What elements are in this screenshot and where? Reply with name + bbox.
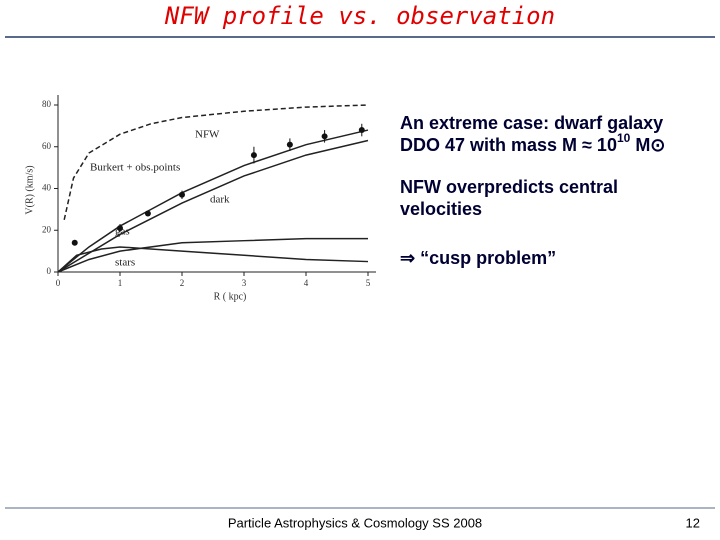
curve xyxy=(57,129,369,273)
observation-point xyxy=(179,191,185,198)
bullet-text: DDO 47 with mass M ≈ 10 xyxy=(400,135,617,155)
curve xyxy=(57,246,369,273)
observation-point xyxy=(321,133,328,140)
bullet-text: An extreme case: dwarf galaxy xyxy=(400,113,663,133)
curve-label: dark xyxy=(210,194,230,206)
y-tick-label: 20 xyxy=(42,224,52,234)
y-tick-label: 0 xyxy=(47,266,52,276)
y-axis-label: V(R) (km/s) xyxy=(24,165,35,214)
bullet: An extreme case: dwarf galaxy DDO 47 with… xyxy=(400,113,665,155)
bullet: ⇒ “cusp problem” xyxy=(400,248,556,268)
observation-point xyxy=(250,152,257,159)
observation-point xyxy=(71,239,78,246)
y-tick-label: 40 xyxy=(42,183,52,193)
bullet-text: NFW overpredicts central xyxy=(400,177,618,197)
x-axis-label: R ( kpc) xyxy=(214,291,247,302)
x-tick-label: 5 xyxy=(366,278,371,288)
bullet-text: M⊙ xyxy=(630,135,665,155)
curve-label: NFW xyxy=(195,129,220,141)
x-tick-label: 3 xyxy=(242,278,247,288)
observation-point xyxy=(286,141,293,148)
x-tick-label: 2 xyxy=(180,278,185,288)
observation-point xyxy=(117,225,123,232)
x-tick-label: 1 xyxy=(118,278,123,288)
curve-label: Burkert + obs.points xyxy=(90,162,180,174)
y-tick-label: 60 xyxy=(42,141,52,151)
page-number: 12 xyxy=(686,515,700,530)
bullet: NFW overpredicts central velocities xyxy=(400,177,618,219)
curve-label: stars xyxy=(115,257,135,269)
x-tick-label: 0 xyxy=(56,278,61,288)
observation-point xyxy=(358,127,365,134)
observation-point xyxy=(144,210,151,217)
curve xyxy=(57,139,369,273)
y-tick-label: 80 xyxy=(42,99,52,109)
x-tick-label: 4 xyxy=(304,278,309,288)
curve xyxy=(57,237,368,273)
superscript: 10 xyxy=(617,131,631,145)
slide-title: NFW profile vs. observation xyxy=(164,2,555,30)
footer: Particle Astrophysics & Cosmology SS 200… xyxy=(228,515,482,530)
bullet-text: velocities xyxy=(400,199,482,219)
curve xyxy=(63,104,369,220)
